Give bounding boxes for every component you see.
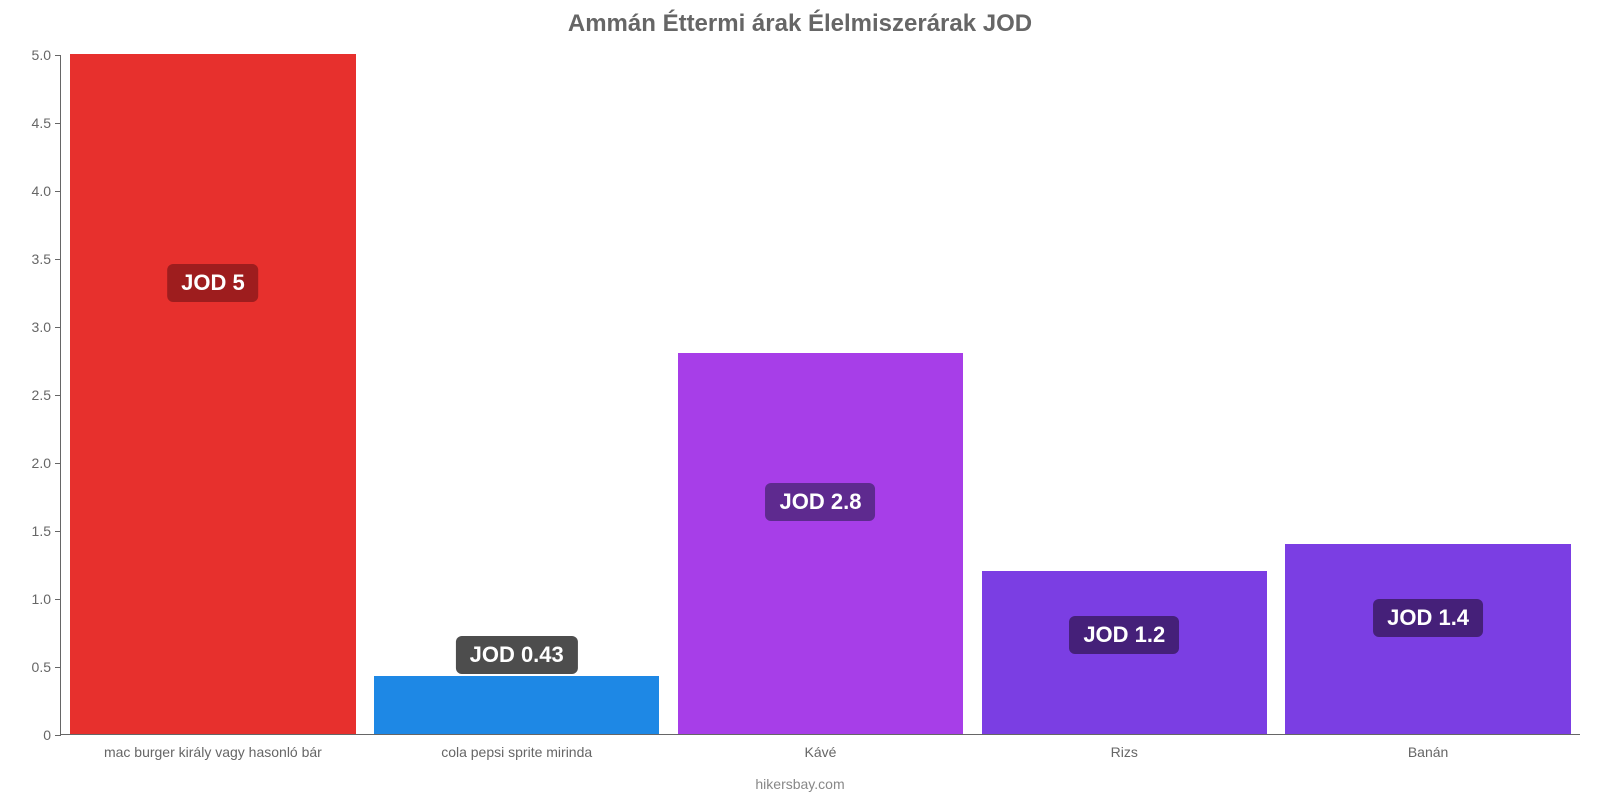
x-tick-label: cola pepsi sprite mirinda xyxy=(365,744,669,760)
bars-container: JOD 5mac burger király vagy hasonló bárJ… xyxy=(61,55,1580,734)
y-tick-label: 0 xyxy=(43,727,51,743)
x-tick-label: Banán xyxy=(1276,744,1580,760)
y-tick-label: 1.0 xyxy=(32,591,51,607)
y-tick-label: 2.5 xyxy=(32,387,51,403)
y-tick-label: 3.5 xyxy=(32,251,51,267)
y-tick-label: 3.0 xyxy=(32,319,51,335)
y-tick-label: 4.5 xyxy=(32,115,51,131)
x-tick-label: Kávé xyxy=(669,744,973,760)
y-tick xyxy=(55,55,61,56)
chart-title: Ammán Éttermi árak Élelmiszerárak JOD xyxy=(0,10,1600,38)
chart-footer: hikersbay.com xyxy=(0,776,1600,792)
bar-value-label: JOD 2.8 xyxy=(766,483,876,521)
y-tick xyxy=(55,667,61,668)
bar: JOD 5 xyxy=(70,54,356,734)
bar-value-label: JOD 1.2 xyxy=(1069,616,1179,654)
bar-slot: JOD 1.4Banán xyxy=(1276,544,1580,734)
y-tick-label: 5.0 xyxy=(32,47,51,63)
y-tick xyxy=(55,735,61,736)
y-tick xyxy=(55,123,61,124)
bar-slot: JOD 0.43cola pepsi sprite mirinda xyxy=(365,676,669,734)
y-tick-label: 1.5 xyxy=(32,523,51,539)
bar: JOD 1.4 xyxy=(1285,544,1571,734)
y-tick xyxy=(55,259,61,260)
bar-slot: JOD 1.2Rizs xyxy=(972,571,1276,734)
plot-area: JOD 5mac burger király vagy hasonló bárJ… xyxy=(60,55,1580,735)
y-tick xyxy=(55,327,61,328)
x-tick-label: Rizs xyxy=(972,744,1276,760)
y-tick-label: 4.0 xyxy=(32,183,51,199)
y-tick xyxy=(55,191,61,192)
y-tick-label: 2.0 xyxy=(32,455,51,471)
y-tick-label: 0.5 xyxy=(32,659,51,675)
bar-slot: JOD 5mac burger király vagy hasonló bár xyxy=(61,54,365,734)
bar-value-label: JOD 0.43 xyxy=(456,636,578,674)
x-tick-label: mac burger király vagy hasonló bár xyxy=(61,744,365,760)
bar: JOD 2.8 xyxy=(678,353,964,734)
bar: JOD 0.43 xyxy=(374,676,660,734)
price-bar-chart: Ammán Éttermi árak Élelmiszerárak JOD JO… xyxy=(0,0,1600,800)
y-tick xyxy=(55,395,61,396)
y-tick xyxy=(55,463,61,464)
y-tick xyxy=(55,531,61,532)
bar-value-label: JOD 1.4 xyxy=(1373,599,1483,637)
bar-value-label: JOD 5 xyxy=(167,264,259,302)
y-tick xyxy=(55,599,61,600)
bar-slot: JOD 2.8Kávé xyxy=(669,353,973,734)
bar: JOD 1.2 xyxy=(982,571,1268,734)
